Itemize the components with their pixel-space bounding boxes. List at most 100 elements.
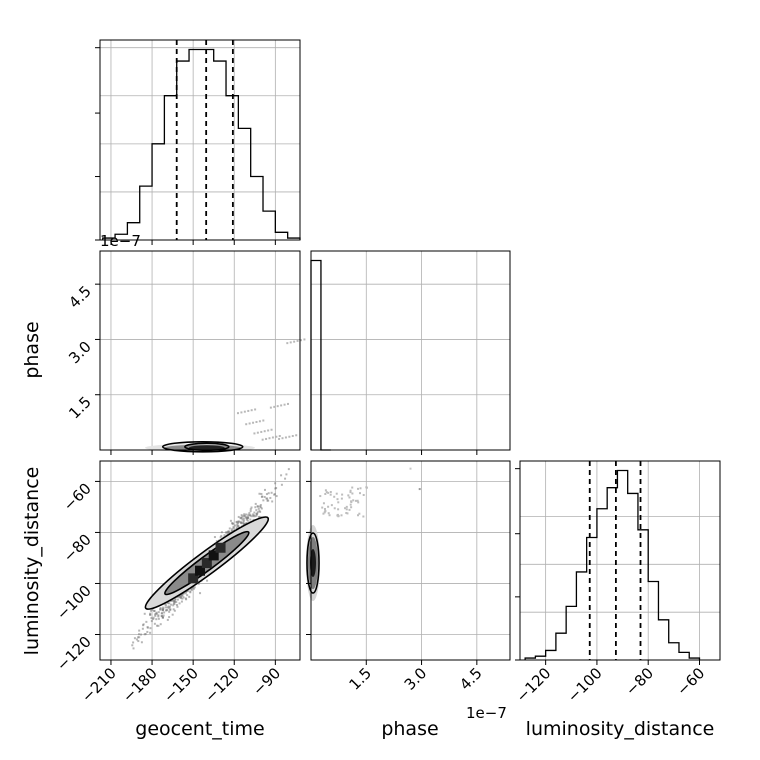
scatter-point (223, 534, 226, 537)
x-tick-label: −60 (673, 664, 708, 699)
offset-text-phase-y: 1e−7 (100, 232, 141, 250)
density-cell (208, 550, 219, 561)
scatter-point (172, 608, 175, 611)
scatter-point (232, 525, 235, 528)
scatter-point (259, 510, 262, 513)
scatter-point (247, 515, 250, 518)
scatter-point (173, 609, 176, 612)
scatter-point (190, 588, 193, 591)
scatter-point (166, 618, 169, 621)
scatter-point (354, 499, 357, 502)
scatter-point (230, 528, 233, 531)
scatter-point (287, 468, 290, 471)
histogram-step-line (102, 48, 301, 240)
scatter-point (349, 489, 352, 492)
scatter-point (242, 519, 245, 522)
scatter-point (252, 515, 255, 518)
scatter-point (257, 516, 260, 519)
scatter-point (256, 431, 259, 434)
scatter-point (270, 491, 273, 494)
scatter-point (241, 515, 244, 518)
scatter-point (156, 624, 159, 627)
scatter-point (153, 609, 156, 612)
scatter-point (274, 482, 277, 485)
scatter-point (178, 602, 181, 605)
scatter-point (166, 606, 169, 609)
scatter-point (347, 494, 350, 497)
x-axis-label-luminosity-distance: luminosity_distance (526, 718, 715, 740)
scatter-point (257, 507, 260, 510)
scatter-point (345, 505, 348, 508)
scatter-point (220, 531, 223, 534)
scatter-point (333, 495, 336, 498)
geocent-time-phase-frame (99, 250, 301, 451)
scatter-point (262, 419, 265, 422)
scatter-point (138, 629, 141, 632)
x-tick-label: 4.5 (456, 664, 486, 694)
scatter-point (246, 519, 249, 522)
scatter-point (235, 520, 238, 523)
scatter-point (261, 438, 264, 441)
scatter-point (175, 603, 178, 606)
scatter-point (149, 612, 152, 615)
scatter-point (336, 513, 339, 516)
scatter-point (265, 437, 268, 440)
y-axis-label-luminosity-distance: luminosity_distance (21, 467, 43, 656)
scatter-point (199, 592, 202, 595)
scatter-point (155, 618, 158, 621)
scatter-point (319, 495, 322, 498)
scatter-point (337, 515, 340, 518)
scatter-point (260, 492, 263, 495)
scatter-point (154, 614, 157, 617)
scatter-point (246, 516, 249, 519)
scatter-point (286, 342, 289, 345)
scatter-point (278, 434, 281, 437)
scatter-point (237, 522, 240, 525)
y-tick-label: 4.5 (65, 282, 95, 312)
scatter-point (225, 531, 228, 534)
scatter-point (236, 524, 239, 527)
scatter-point (162, 614, 165, 617)
scatter-point (140, 633, 143, 636)
scatter-point (245, 516, 248, 519)
geocent-time-histogram-frame (99, 39, 301, 241)
scatter-point (180, 600, 183, 603)
scatter-point (213, 536, 216, 539)
scatter-point (172, 604, 175, 607)
x-axis-label-phase: phase (381, 718, 438, 740)
scatter-point (227, 530, 230, 533)
scatter-point (270, 428, 273, 431)
x-axis-label-geocent-time: geocent_time (135, 718, 264, 740)
scatter-point (206, 579, 209, 582)
scatter-point (192, 587, 195, 590)
scatter-point (253, 515, 256, 518)
scatter-point (162, 607, 165, 610)
scatter-point (248, 514, 251, 517)
scatter-point (138, 633, 141, 636)
scatter-point (303, 338, 306, 341)
scatter-point (268, 437, 271, 440)
scatter-point (243, 514, 246, 517)
scatter-point (140, 641, 143, 644)
scatter-point (348, 496, 351, 499)
scatter-point (253, 511, 256, 514)
scatter-point (141, 627, 144, 630)
density-level-3 (188, 445, 225, 451)
scatter-point (186, 594, 189, 597)
scatter-point (168, 602, 171, 605)
scatter-point (359, 487, 362, 490)
scatter-point (245, 423, 248, 426)
scatter-point (242, 520, 245, 523)
scatter-point (159, 623, 162, 626)
scatter-point (350, 501, 353, 504)
geocent-time-histogram-panel (95, 39, 301, 245)
scatter-point (176, 598, 179, 601)
scatter-point (184, 597, 187, 600)
scatter-point (159, 607, 162, 610)
scatter-point (358, 512, 361, 515)
scatter-point (281, 437, 284, 440)
scatter-point (328, 514, 331, 517)
scatter-point (265, 493, 268, 496)
scatter-point (358, 492, 361, 495)
